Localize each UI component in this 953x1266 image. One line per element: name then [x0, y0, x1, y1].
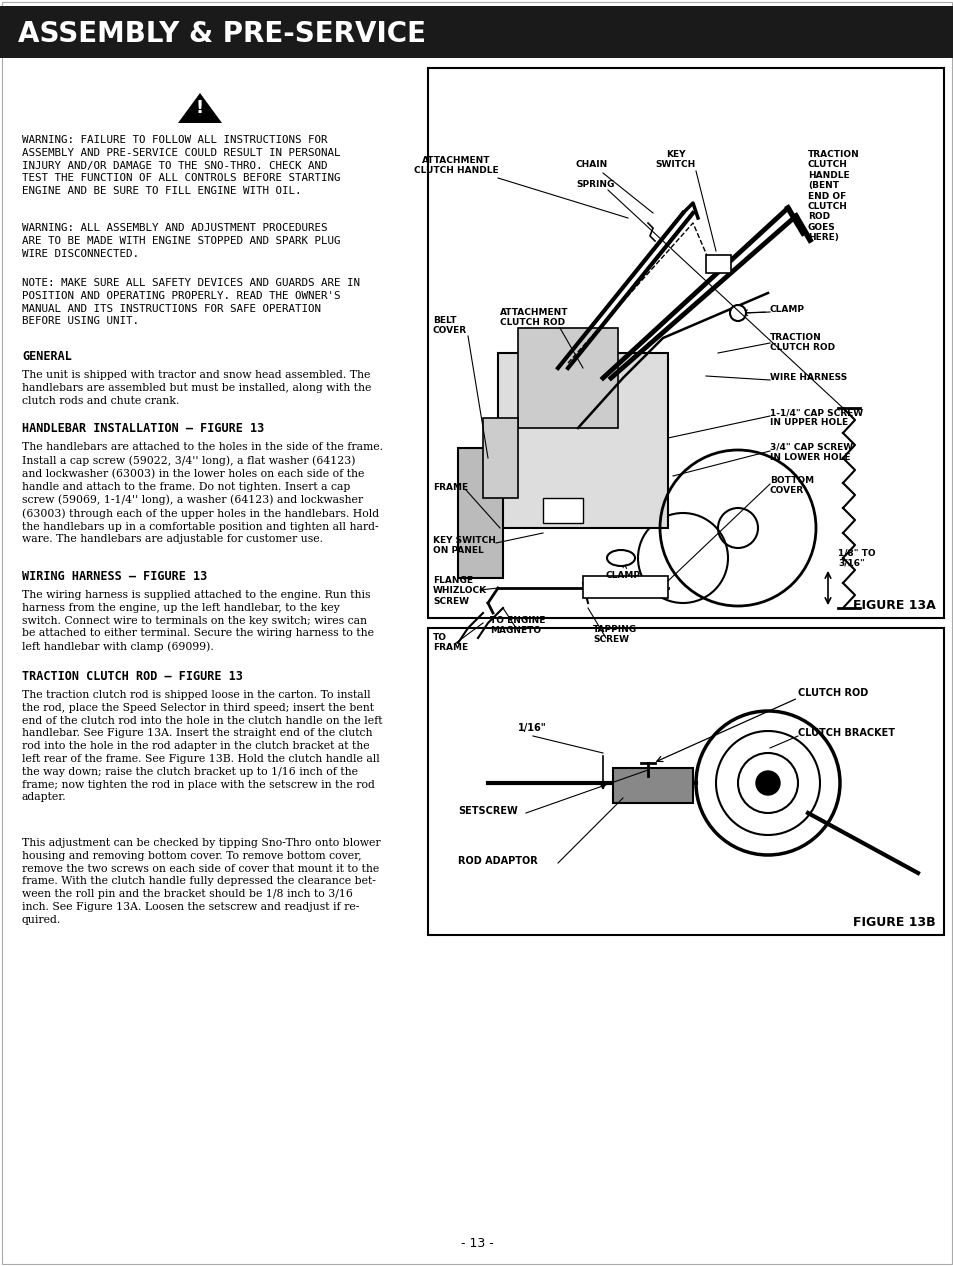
Text: GENERAL: GENERAL	[22, 349, 71, 363]
Text: The unit is shipped with tractor and snow head assembled. The
handlebars are ass: The unit is shipped with tractor and sno…	[22, 370, 371, 405]
Text: NOTE: MAKE SURE ALL SAFETY DEVICES AND GUARDS ARE IN
POSITION AND OPERATING PROP: NOTE: MAKE SURE ALL SAFETY DEVICES AND G…	[22, 279, 359, 327]
Text: KEY
SWITCH: KEY SWITCH	[655, 149, 696, 170]
Text: TO
FRAME: TO FRAME	[433, 633, 468, 652]
Text: CLAMP: CLAMP	[605, 571, 640, 580]
Text: FRAME: FRAME	[433, 484, 468, 492]
Text: WARNING: FAILURE TO FOLLOW ALL INSTRUCTIONS FOR
ASSEMBLY AND PRE-SERVICE COULD R: WARNING: FAILURE TO FOLLOW ALL INSTRUCTI…	[22, 135, 340, 196]
Text: HANDLEBAR INSTALLATION — FIGURE 13: HANDLEBAR INSTALLATION — FIGURE 13	[22, 422, 264, 436]
Text: TRACTION CLUTCH ROD — FIGURE 13: TRACTION CLUTCH ROD — FIGURE 13	[22, 670, 243, 682]
Text: TO ENGINE
MAGNETO: TO ENGINE MAGNETO	[490, 617, 545, 636]
Bar	[482, 418, 517, 498]
Text: SETSCREW: SETSCREW	[457, 806, 517, 817]
Polygon shape	[178, 92, 222, 123]
Text: KEY SWITCH
ON PANEL: KEY SWITCH ON PANEL	[433, 536, 496, 556]
Text: SPRING: SPRING	[576, 180, 614, 189]
Text: 1/8" TO
3/16": 1/8" TO 3/16"	[837, 548, 875, 567]
Bar	[497, 353, 667, 528]
Text: !: !	[195, 99, 204, 116]
Text: FIGURE 13B: FIGURE 13B	[853, 917, 935, 929]
Text: BELT
COVER: BELT COVER	[433, 316, 467, 335]
Text: TAPPING
SCREW: TAPPING SCREW	[593, 625, 637, 644]
Text: CHAIN: CHAIN	[576, 160, 608, 168]
Ellipse shape	[606, 549, 635, 566]
Bar	[428, 68, 943, 618]
Text: FIGURE 13A: FIGURE 13A	[852, 599, 935, 611]
Bar	[705, 254, 730, 273]
Text: 1-1/4" CAP SCREW
IN UPPER HOLE: 1-1/4" CAP SCREW IN UPPER HOLE	[769, 408, 862, 428]
Text: CLUTCH BRACKET: CLUTCH BRACKET	[797, 728, 894, 738]
Bar	[613, 768, 692, 803]
Text: WIRE HARNESS: WIRE HARNESS	[769, 373, 846, 382]
Text: The handlebars are attached to the holes in the side of the frame.
Install a cap: The handlebars are attached to the holes…	[22, 442, 382, 544]
Text: ATTACHMENT
CLUTCH HANDLE: ATTACHMENT CLUTCH HANDLE	[414, 156, 497, 176]
Bar	[0, 6, 953, 58]
Text: ASSEMBLY & PRE-SERVICE: ASSEMBLY & PRE-SERVICE	[18, 20, 426, 48]
Text: TRACTION
CLUTCH
HANDLE
(BENT
END OF
CLUTCH
ROD
GOES
HERE): TRACTION CLUTCH HANDLE (BENT END OF CLUT…	[807, 149, 859, 242]
Bar	[582, 576, 667, 598]
Bar	[428, 628, 943, 936]
Text: TRACTION
CLUTCH ROD: TRACTION CLUTCH ROD	[769, 333, 834, 352]
Text: - 13 -: - 13 -	[460, 1237, 493, 1250]
Text: The traction clutch rod is shipped loose in the carton. To install
the rod, plac: The traction clutch rod is shipped loose…	[22, 690, 382, 803]
Text: WIRING HARNESS — FIGURE 13: WIRING HARNESS — FIGURE 13	[22, 570, 207, 584]
Bar	[542, 498, 582, 523]
Text: BOTTOM
COVER: BOTTOM COVER	[769, 476, 813, 495]
Text: This adjustment can be checked by tipping Sno-Thro onto blower
housing and remov: This adjustment can be checked by tippin…	[22, 838, 380, 924]
Text: ROD ADAPTOR: ROD ADAPTOR	[457, 856, 537, 866]
Bar	[457, 448, 502, 579]
Text: CLAMP: CLAMP	[769, 305, 804, 314]
Text: The wiring harness is supplied attached to the engine. Run this
harness from the: The wiring harness is supplied attached …	[22, 590, 374, 652]
Circle shape	[755, 771, 780, 795]
Bar	[517, 328, 618, 428]
Text: 3/4" CAP SCREW
IN LOWER HOLE: 3/4" CAP SCREW IN LOWER HOLE	[769, 443, 852, 462]
Text: ATTACHMENT
CLUTCH ROD: ATTACHMENT CLUTCH ROD	[499, 308, 568, 328]
Circle shape	[729, 305, 745, 322]
Text: 1/16": 1/16"	[517, 723, 546, 733]
Text: FLANGE
WHIZLOCK
SCREW: FLANGE WHIZLOCK SCREW	[433, 576, 487, 606]
Text: WARNING: ALL ASSEMBLY AND ADJUSTMENT PROCEDURES
ARE TO BE MADE WITH ENGINE STOPP: WARNING: ALL ASSEMBLY AND ADJUSTMENT PRO…	[22, 223, 340, 258]
Text: CLUTCH ROD: CLUTCH ROD	[797, 687, 867, 698]
